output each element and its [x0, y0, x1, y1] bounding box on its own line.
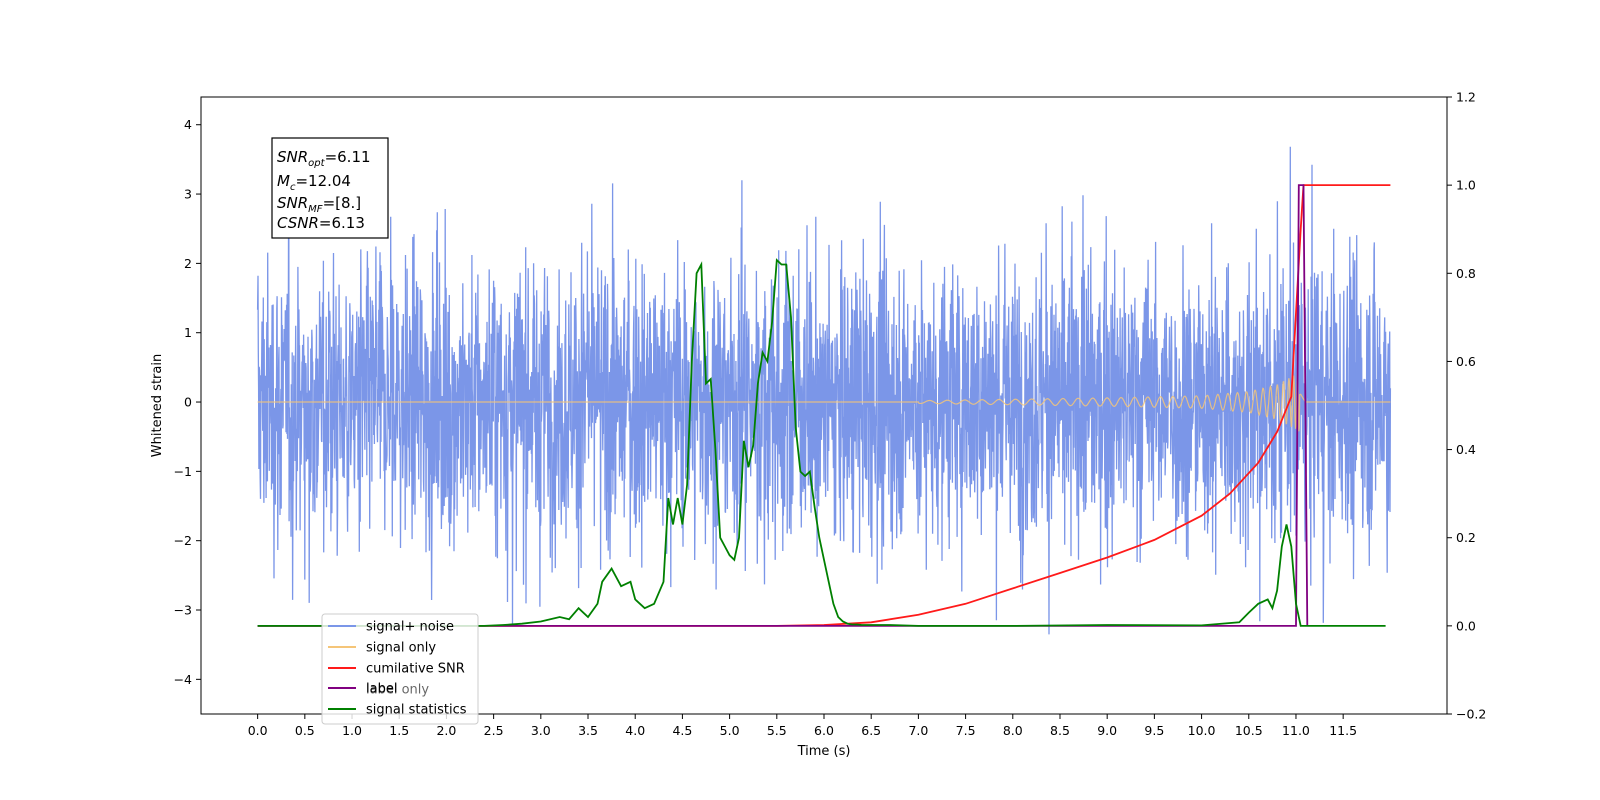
y2-tick-label: 0.4 — [1456, 442, 1476, 457]
legend-label: label — [366, 682, 397, 697]
x-tick-label: 6.5 — [861, 723, 881, 738]
x-tick-label: 8.5 — [1050, 723, 1070, 738]
y-tick-label: −4 — [174, 672, 192, 687]
x-tick-label: 5.0 — [720, 723, 740, 738]
x-tick-label: 1.5 — [389, 723, 409, 738]
annotation-snr-mf: SNRMF=[8.] — [277, 194, 361, 215]
annotation-mc: Mc=12.04 — [277, 172, 351, 193]
series-signal-only — [257, 372, 1391, 432]
y2-tick-label: 0.2 — [1456, 530, 1476, 545]
x-tick-label: 4.0 — [625, 723, 645, 738]
x-tick-label: 3.5 — [578, 723, 598, 738]
annotation-csnr: CSNR=6.13 — [277, 214, 365, 232]
legend-label: signal statistics — [366, 703, 467, 718]
x-tick-label: 0.0 — [248, 723, 268, 738]
x-tick-label: 0.5 — [295, 723, 315, 738]
x-tick-label: 3.0 — [531, 723, 551, 738]
y-tick-label: 3 — [184, 187, 192, 202]
legend-label: label only — [366, 683, 429, 698]
x-tick-label: 1.0 — [342, 723, 362, 738]
annotation-frame — [271, 137, 389, 239]
y-tick-label: 2 — [184, 256, 192, 271]
plot-area — [256, 146, 1392, 635]
x-tick-label: 11.5 — [1329, 723, 1357, 738]
y-tick-label: −2 — [174, 533, 192, 548]
x-tick-label: 4.5 — [672, 723, 692, 738]
series-cumilative-snr — [257, 184, 1391, 627]
y-tick-label: −3 — [174, 603, 192, 618]
x-axis-label: Time (s) — [797, 744, 851, 759]
x-tick-label: 2.0 — [436, 723, 456, 738]
x-tick-label: 7.5 — [956, 723, 976, 738]
y-tick-label: 0 — [184, 395, 192, 410]
annotation-box: SNRopt=6.11 Mc=12.04 SNRMF=[8.] CSNR=6.1… — [271, 137, 389, 239]
axes: 0.0 0.5 1.0 1.5 2.0 2.5 3.0 3.5 4.0 4.5 5.0 5.5 6.0 6… — [150, 90, 1486, 760]
legend-label: signal+ noise — [366, 620, 454, 635]
x-tick-label: 6.0 — [814, 723, 834, 738]
y-tick-label: 4 — [184, 117, 192, 132]
x-tick-label: 10.0 — [1188, 723, 1216, 738]
legend-label: signal only — [366, 641, 436, 656]
y-tick-label: 1 — [184, 325, 192, 340]
x-tick-label: 5.5 — [767, 723, 787, 738]
y2-tick-label: 0.0 — [1456, 618, 1476, 633]
legend-label: cumilative SNR — [366, 662, 465, 677]
x-tick-label: 11.0 — [1282, 723, 1310, 738]
x-tick-label: 7.0 — [908, 723, 928, 738]
y2-tick-label: 1.0 — [1456, 178, 1476, 193]
legend-frame — [321, 613, 479, 725]
x-tick-label: 9.0 — [1097, 723, 1117, 738]
x-tick-label: 10.5 — [1235, 723, 1263, 738]
y2-tick-label: 0.8 — [1456, 266, 1476, 281]
y-axis-label: Whitened strain — [150, 354, 165, 457]
x-tick-label: 9.5 — [1144, 723, 1164, 738]
annotation-snr-opt: SNRopt=6.11 — [277, 148, 371, 169]
x-tick-label: 8.0 — [1003, 723, 1023, 738]
y-tick-label: −1 — [174, 464, 192, 479]
x-tick-label: 2.5 — [484, 723, 504, 738]
series-signal-noise — [256, 146, 1392, 635]
y2-tick-label: −0.2 — [1456, 707, 1486, 722]
y2-tick-label: 0.6 — [1456, 354, 1476, 369]
y2-tick-label: 1.2 — [1456, 90, 1476, 105]
series-signal-statistics — [257, 258, 1386, 627]
legend: signal+ noise signal only cumilative SNR la… — [321, 613, 479, 725]
